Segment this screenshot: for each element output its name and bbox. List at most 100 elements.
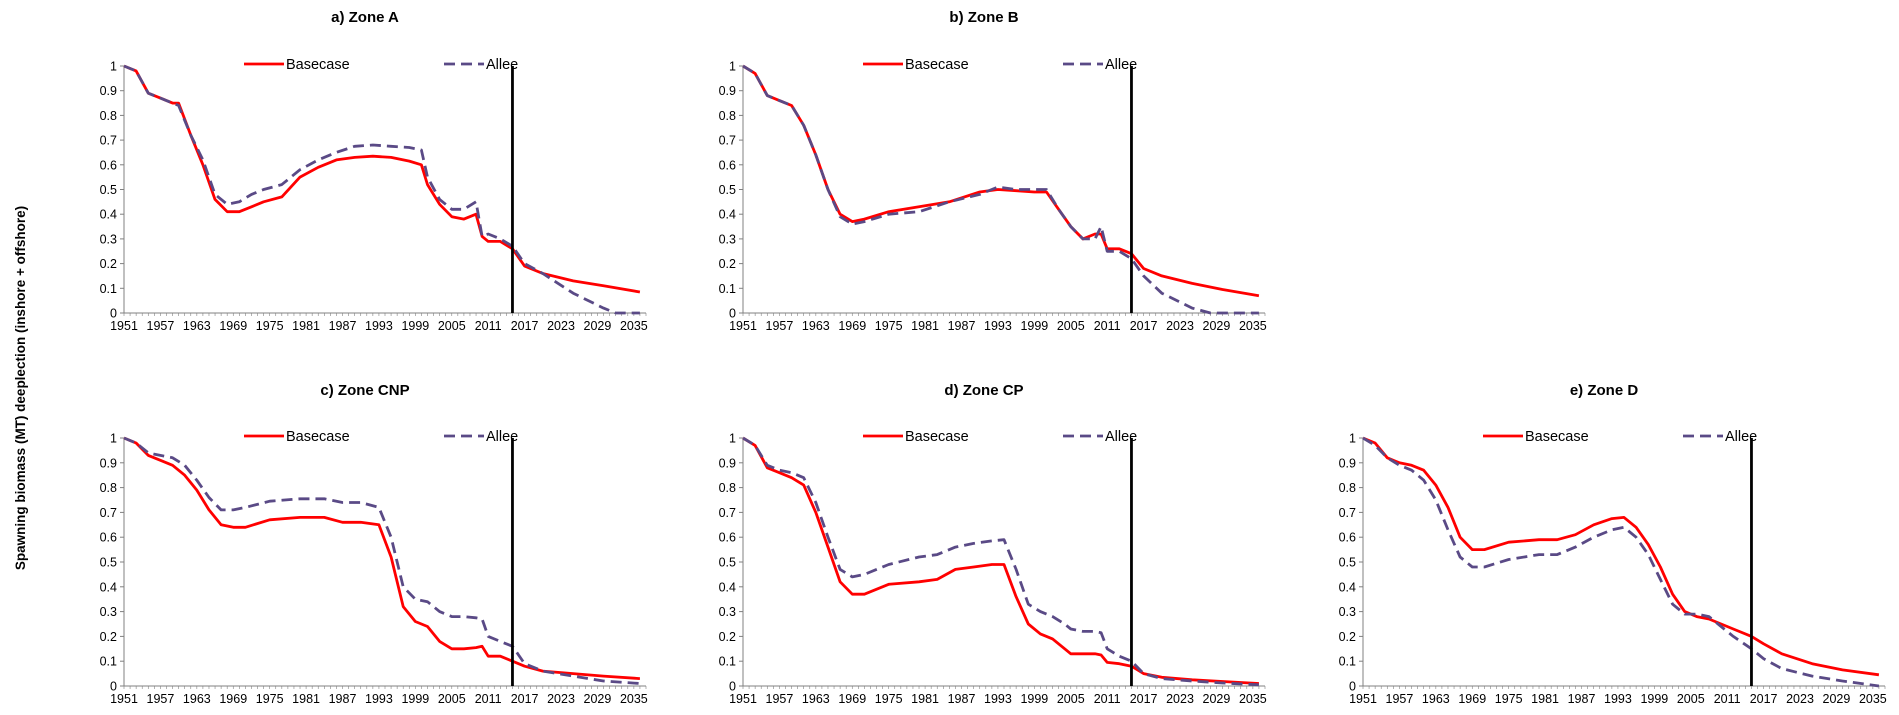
zoneB-title: b) Zone B (949, 9, 1018, 26)
y-tick-label: 0.3 (719, 232, 736, 246)
x-tick-label: 1999 (1020, 692, 1048, 706)
x-tick-label: 1963 (183, 692, 211, 706)
y-tick-label: 0.4 (100, 208, 117, 222)
zoneCP-series-basecase (742, 436, 1259, 685)
x-tick-label: 1951 (729, 319, 757, 333)
zoneCP-panel: d) Zone CP 0 0.1 0.2 0.3 0.4 0.5 0.6 0.7 0.8 0.9 1 1… (719, 382, 1267, 706)
legend-label-allee: Allee (486, 429, 518, 445)
x-tick-label: 1957 (147, 319, 175, 333)
y-tick-label: 1 (729, 60, 736, 74)
x-tick-label: 2035 (620, 692, 648, 706)
y-tick-label: 0.9 (719, 456, 736, 470)
x-tick-label: 1951 (1349, 692, 1377, 706)
zoneA-series-allee (123, 64, 640, 315)
x-tick-label: 1981 (1531, 692, 1559, 706)
y-tick-label: 0.7 (719, 134, 736, 148)
x-tick-label: 2029 (584, 692, 612, 706)
y-tick-label: 0.3 (100, 605, 117, 619)
zoneCNP-panel: c) Zone CNP 0 0.1 0.2 0.3 0.4 0.5 0.6 0.7 0.8 0.9 1… (100, 382, 648, 706)
y-tick-label: 0.2 (719, 630, 736, 644)
legend-label-basecase: Basecase (1525, 429, 1589, 445)
legend-label-allee: Allee (1725, 429, 1757, 445)
x-tick-label: 1975 (875, 692, 903, 706)
x-tick-label: 1993 (365, 692, 393, 706)
y-tick-label: 0.8 (1339, 481, 1356, 495)
y-tick-label: 0.3 (1339, 605, 1356, 619)
x-tick-label: 2029 (1203, 319, 1231, 333)
y-tick-label: 0.1 (1339, 655, 1356, 669)
x-tick-label: 1969 (219, 319, 247, 333)
y-tick-label: 0.5 (1339, 556, 1356, 570)
y-tick-label: 0.4 (719, 580, 736, 594)
legend-label-basecase: Basecase (286, 57, 350, 73)
zoneCP-series-allee (742, 436, 1259, 687)
zoneA-panel: a) Zone A 0 0.1 0.2 0.3 0.4 0.5 0.6 0.7 0.8 0.9 1 19… (100, 9, 648, 333)
x-tick-label: 1993 (365, 319, 393, 333)
zoneCNP-series-allee (123, 436, 640, 685)
y-tick-label: 0 (1349, 680, 1356, 694)
legend-label-allee: Allee (1105, 57, 1137, 73)
y-tick-label: 1 (729, 432, 736, 446)
x-tick-label: 2017 (1130, 319, 1158, 333)
zoneB-series-allee (742, 64, 1259, 315)
x-tick-label: 2029 (1203, 692, 1231, 706)
y-tick-label: 0 (729, 680, 736, 694)
x-tick-label: 2035 (1239, 319, 1267, 333)
x-tick-label: 2005 (1057, 692, 1085, 706)
x-tick-label: 1975 (256, 319, 284, 333)
y-tick-label: 0 (110, 680, 117, 694)
y-tick-label: 0.8 (100, 481, 117, 495)
legend-label-allee: Allee (486, 57, 518, 73)
x-tick-label: 2011 (1094, 692, 1121, 706)
x-tick-label: 1957 (766, 692, 794, 706)
y-tick-label: 0.5 (719, 183, 736, 197)
y-tick-label: 0.6 (719, 531, 736, 545)
x-tick-label: 1969 (1458, 692, 1486, 706)
zoneCP-title: d) Zone CP (944, 382, 1023, 399)
y-tick-label: 0.7 (719, 506, 736, 520)
x-tick-label: 1981 (292, 692, 320, 706)
legend-label-basecase: Basecase (905, 429, 969, 445)
y-tick-label: 1 (110, 432, 117, 446)
legend-label-basecase: Basecase (286, 429, 350, 445)
y-tick-label: 0.5 (100, 183, 117, 197)
x-tick-label: 1987 (329, 319, 357, 333)
x-tick-label: 1975 (875, 319, 903, 333)
x-tick-label: 1999 (1640, 692, 1668, 706)
x-tick-label: 1999 (401, 319, 429, 333)
x-tick-label: 1951 (729, 692, 757, 706)
y-tick-label: 0.8 (719, 109, 736, 123)
y-tick-label: 0.7 (100, 506, 117, 520)
y-tick-label: 0 (110, 307, 117, 321)
x-tick-label: 2011 (475, 692, 502, 706)
y-tick-label: 0 (729, 307, 736, 321)
x-tick-label: 2005 (1057, 319, 1085, 333)
x-tick-label: 1963 (1422, 692, 1450, 706)
x-tick-label: 1975 (256, 692, 284, 706)
x-tick-label: 1987 (948, 319, 976, 333)
y-tick-label: 0.9 (719, 84, 736, 98)
x-tick-label: 1963 (802, 692, 830, 706)
zoneCNP-title: c) Zone CNP (320, 382, 409, 399)
y-tick-label: 0.6 (1339, 531, 1356, 545)
x-tick-label: 1951 (110, 692, 138, 706)
y-tick-label: 0.3 (100, 232, 117, 246)
y-tick-label: 0.2 (1339, 630, 1356, 644)
y-tick-label: 0.1 (719, 282, 736, 296)
x-tick-label: 1957 (147, 692, 175, 706)
x-tick-label: 2035 (1859, 692, 1887, 706)
x-tick-label: 1981 (911, 692, 939, 706)
x-tick-label: 2023 (1786, 692, 1814, 706)
x-tick-label: 1963 (802, 319, 830, 333)
x-tick-label: 1993 (984, 319, 1012, 333)
x-tick-label: 1999 (1020, 319, 1048, 333)
x-tick-label: 1987 (1568, 692, 1596, 706)
x-tick-label: 2005 (438, 692, 466, 706)
x-tick-label: 1993 (984, 692, 1012, 706)
y-tick-label: 0.4 (1339, 580, 1356, 594)
figure-y-axis-label: Spawning biomass (MT) deeplection (insho… (13, 206, 28, 570)
x-tick-label: 2017 (1750, 692, 1778, 706)
x-tick-label: 1987 (948, 692, 976, 706)
x-tick-label: 2017 (1130, 692, 1158, 706)
